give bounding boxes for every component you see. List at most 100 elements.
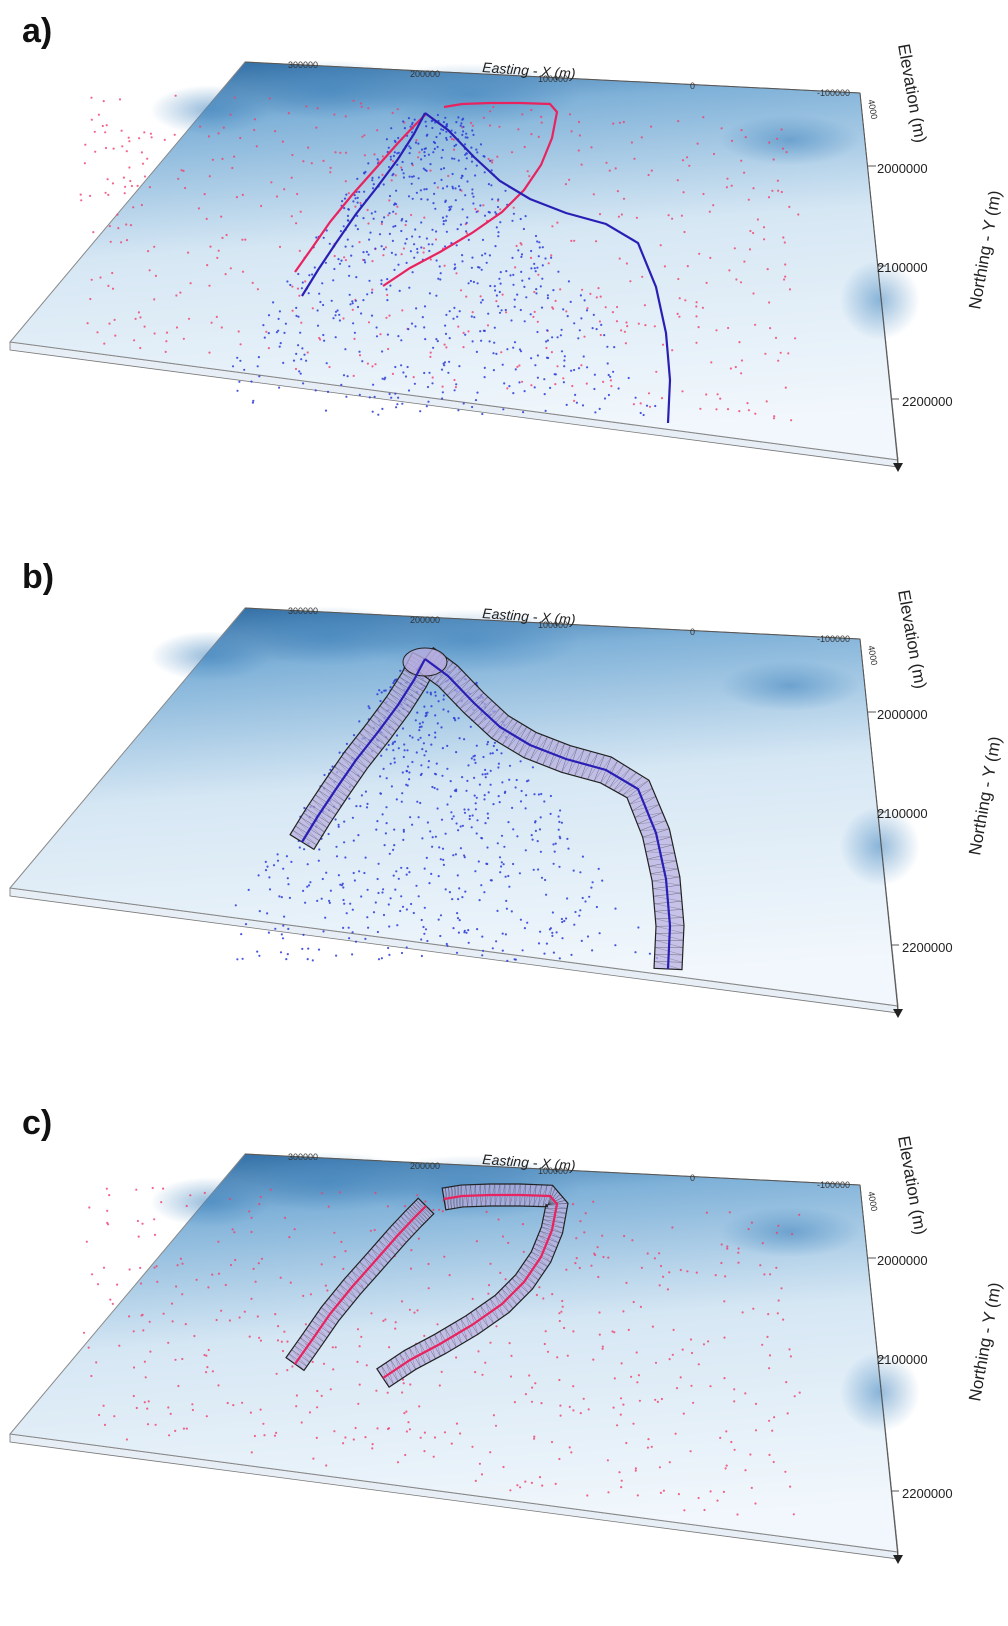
blue-point (355, 805, 357, 807)
red-point (616, 1424, 618, 1426)
red-point (597, 287, 599, 289)
blue-point (495, 940, 497, 942)
red-point (316, 1437, 318, 1439)
red-point (265, 331, 267, 333)
blue-point (540, 285, 542, 287)
red-point (462, 346, 464, 348)
red-point (276, 1373, 278, 1375)
blue-point (537, 868, 539, 870)
red-point (206, 1366, 208, 1368)
blue-point (474, 795, 476, 797)
blue-point (420, 774, 422, 776)
blue-point (594, 411, 596, 413)
red-point (251, 1217, 253, 1219)
x-tick-5: -100000 (817, 634, 850, 644)
blue-point (410, 250, 412, 252)
red-point (574, 1262, 576, 1264)
blue-point (457, 829, 459, 831)
red-point (773, 417, 775, 419)
blue-point (459, 919, 461, 921)
blue-point (424, 338, 426, 340)
blue-point (488, 791, 490, 793)
red-point (433, 1456, 435, 1458)
blue-point (458, 887, 460, 889)
red-point (220, 1310, 222, 1312)
red-point (778, 1299, 780, 1301)
red-point (619, 122, 621, 124)
blue-point (562, 308, 564, 310)
red-point (208, 1349, 210, 1351)
blue-point (446, 231, 448, 233)
blue-point (335, 818, 337, 820)
red-point (565, 1269, 567, 1271)
red-point (442, 386, 444, 388)
red-point (288, 1236, 290, 1238)
terrain-shade (150, 85, 270, 135)
blue-point (467, 764, 469, 766)
red-point (376, 1427, 378, 1429)
red-point (204, 1192, 206, 1194)
red-point (88, 1206, 90, 1208)
blue-point (376, 820, 378, 822)
blue-point (386, 748, 388, 750)
red-point (534, 311, 536, 313)
blue-point (398, 747, 400, 749)
blue-point (446, 745, 448, 747)
blue-point (483, 798, 485, 800)
red-point (375, 1390, 377, 1392)
red-point (427, 1263, 429, 1265)
blue-point (551, 935, 553, 937)
y-tick-1: 2000000 (877, 1253, 928, 1268)
blue-point (371, 212, 373, 214)
red-point (98, 114, 100, 116)
blue-point (419, 410, 421, 412)
red-point (730, 1441, 732, 1443)
red-point (276, 195, 278, 197)
red-point (102, 125, 104, 127)
red-point (459, 1432, 461, 1434)
red-point (545, 347, 547, 349)
blue-point (303, 848, 305, 850)
red-point (621, 213, 623, 215)
red-point (517, 128, 519, 130)
red-point (727, 327, 729, 329)
blue-point (317, 309, 319, 311)
blue-point (390, 686, 392, 688)
red-point (382, 254, 384, 256)
red-point (465, 296, 467, 298)
red-point (777, 190, 779, 192)
red-point (94, 131, 96, 133)
red-point (311, 162, 313, 164)
red-point (593, 1253, 595, 1255)
blue-point (414, 228, 416, 230)
blue-point (413, 175, 415, 177)
blue-point (533, 793, 535, 795)
blue-point (460, 125, 462, 127)
red-point (251, 1451, 253, 1453)
red-point (602, 1256, 604, 1258)
blue-point (430, 873, 432, 875)
blue-point (356, 178, 358, 180)
blue-point (352, 931, 354, 933)
blue-point (318, 848, 320, 850)
red-point (686, 156, 688, 158)
blue-point (561, 921, 563, 923)
blue-point (490, 784, 492, 786)
blue-point (368, 280, 370, 282)
blue-point (503, 382, 505, 384)
blue-point (460, 847, 462, 849)
red-point (133, 1366, 135, 1368)
blue-point (367, 889, 369, 891)
blue-point (454, 389, 456, 391)
red-point (315, 127, 317, 129)
blue-point (584, 299, 586, 301)
red-point (189, 1194, 191, 1196)
red-point (387, 348, 389, 350)
blue-point (396, 798, 398, 800)
blue-point (473, 777, 475, 779)
blue-point (448, 361, 450, 363)
red-point (333, 1430, 335, 1432)
red-point (551, 1293, 553, 1295)
red-point (536, 1294, 538, 1296)
red-point (631, 1239, 633, 1241)
